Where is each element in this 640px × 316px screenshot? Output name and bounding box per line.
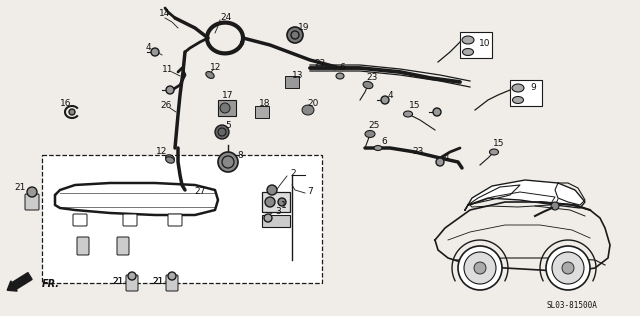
Bar: [510, 80, 542, 106]
Ellipse shape: [490, 149, 499, 155]
Text: 4: 4: [443, 154, 449, 162]
FancyBboxPatch shape: [126, 275, 138, 291]
Text: 24: 24: [220, 14, 232, 22]
Text: 21: 21: [152, 277, 164, 287]
Circle shape: [464, 252, 496, 284]
Circle shape: [552, 252, 584, 284]
Text: 25: 25: [368, 121, 380, 131]
Text: 23: 23: [366, 74, 378, 82]
Circle shape: [474, 262, 486, 274]
Ellipse shape: [463, 48, 474, 56]
Bar: [262, 215, 290, 227]
Bar: [285, 76, 299, 88]
Text: 22: 22: [314, 59, 326, 69]
Circle shape: [381, 96, 389, 104]
Circle shape: [128, 272, 136, 280]
Text: 27: 27: [195, 186, 205, 196]
Ellipse shape: [512, 84, 524, 92]
FancyBboxPatch shape: [117, 237, 129, 255]
Text: 13: 13: [292, 71, 304, 81]
Text: 21: 21: [14, 184, 26, 192]
Text: 16: 16: [60, 100, 72, 108]
FancyBboxPatch shape: [25, 194, 39, 210]
FancyBboxPatch shape: [77, 237, 89, 255]
Circle shape: [215, 125, 229, 139]
Circle shape: [265, 197, 275, 207]
Bar: [42, 155, 322, 283]
Text: 1: 1: [281, 202, 287, 210]
Text: 15: 15: [493, 139, 505, 149]
Circle shape: [546, 246, 590, 290]
Ellipse shape: [302, 105, 314, 115]
Text: 19: 19: [298, 23, 310, 33]
Circle shape: [218, 152, 238, 172]
Text: 17: 17: [222, 92, 234, 100]
FancyBboxPatch shape: [166, 275, 178, 291]
Text: FR.: FR.: [42, 279, 60, 289]
Bar: [460, 32, 492, 58]
Circle shape: [69, 109, 75, 115]
Text: 4: 4: [387, 90, 393, 100]
FancyBboxPatch shape: [168, 214, 182, 226]
Circle shape: [436, 158, 444, 166]
Text: 21: 21: [152, 277, 164, 287]
Ellipse shape: [513, 96, 524, 104]
Text: 20: 20: [307, 100, 319, 108]
Text: 18: 18: [259, 100, 271, 108]
Ellipse shape: [336, 73, 344, 79]
Bar: [218, 100, 236, 116]
Circle shape: [458, 246, 502, 290]
Circle shape: [562, 262, 574, 274]
Text: 7: 7: [307, 186, 313, 196]
Text: 4: 4: [145, 44, 151, 52]
Polygon shape: [465, 180, 585, 210]
Circle shape: [278, 198, 286, 206]
Ellipse shape: [462, 36, 474, 44]
Circle shape: [267, 185, 277, 195]
Ellipse shape: [166, 157, 174, 163]
Text: 11: 11: [163, 65, 173, 75]
Text: 2: 2: [290, 169, 296, 179]
Text: 5: 5: [225, 121, 231, 131]
Text: 23: 23: [412, 147, 424, 155]
Text: 21: 21: [112, 277, 124, 287]
Text: 14: 14: [159, 9, 171, 19]
Circle shape: [27, 187, 37, 197]
Text: 8: 8: [237, 151, 243, 161]
Circle shape: [551, 202, 559, 210]
Ellipse shape: [374, 145, 382, 150]
Bar: [255, 106, 269, 118]
Circle shape: [166, 86, 174, 94]
Text: 26: 26: [160, 101, 172, 111]
Circle shape: [168, 272, 176, 280]
Circle shape: [151, 48, 159, 56]
Ellipse shape: [365, 131, 375, 137]
FancyBboxPatch shape: [73, 214, 87, 226]
Text: 9: 9: [530, 83, 536, 93]
Text: 6: 6: [381, 137, 387, 145]
Text: 6: 6: [339, 64, 345, 72]
Ellipse shape: [403, 111, 413, 117]
FancyArrow shape: [7, 273, 32, 291]
FancyBboxPatch shape: [123, 214, 137, 226]
Ellipse shape: [363, 82, 373, 88]
Ellipse shape: [220, 103, 230, 113]
Text: SL03-81500A: SL03-81500A: [547, 301, 597, 311]
Ellipse shape: [206, 71, 214, 78]
Ellipse shape: [166, 155, 174, 161]
Text: 12: 12: [156, 148, 168, 156]
Circle shape: [433, 108, 441, 116]
Text: 10: 10: [479, 40, 491, 48]
Text: 3: 3: [275, 206, 281, 216]
Text: 21: 21: [112, 277, 124, 287]
Bar: [262, 192, 290, 212]
Text: 12: 12: [211, 64, 221, 72]
Circle shape: [264, 214, 272, 222]
Text: 15: 15: [409, 101, 420, 111]
Circle shape: [287, 27, 303, 43]
